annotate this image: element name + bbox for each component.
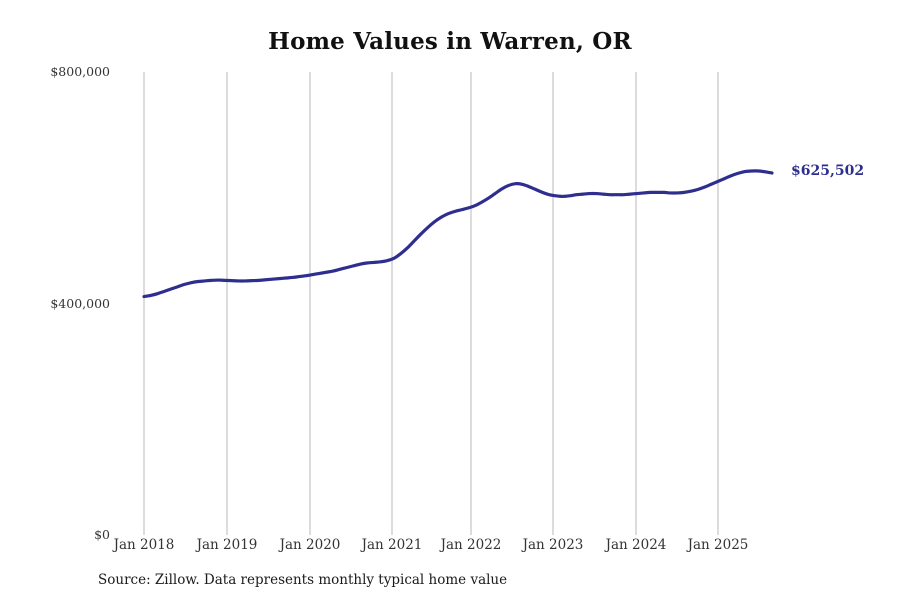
x-tick-label: Jan 2020	[279, 537, 341, 553]
x-tick-label: Jan 2025	[687, 537, 749, 553]
y-tick-label: $0	[94, 527, 110, 542]
x-tick-label: Jan 2021	[361, 537, 423, 553]
x-tick-label: Jan 2022	[440, 537, 502, 553]
x-tick-label: Jan 2018	[113, 537, 175, 553]
series-line	[142, 169, 774, 299]
y-tick-label: $400,000	[50, 295, 110, 311]
page-title: Home Values in Warren, OR	[268, 28, 632, 55]
x-tick-label: Jan 2023	[522, 537, 584, 553]
gridlines	[143, 72, 719, 535]
x-tick-label: Jan 2019	[196, 537, 258, 553]
y-axis: $0 $400,000 $800,000	[0, 0, 110, 600]
x-tick-label: Jan 2024	[605, 537, 667, 553]
y-tick-label: $800,000	[50, 64, 110, 79]
end-value-annotation: $625,502	[791, 162, 865, 179]
source-note: Source: Zillow. Data represents monthly …	[98, 572, 508, 588]
